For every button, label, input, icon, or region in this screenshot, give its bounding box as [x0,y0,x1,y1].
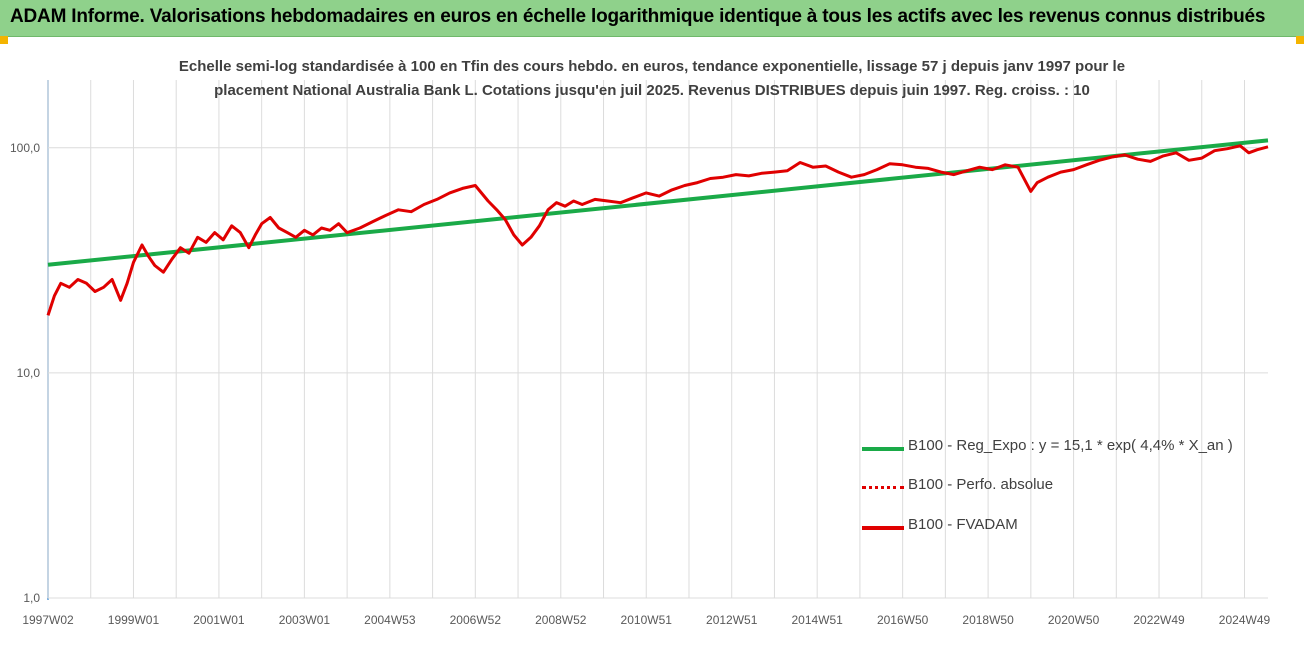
x-tick-label: 1999W01 [108,613,160,627]
x-tick-labels: 1997W02 1999W01 2001W01 2003W01 2004W53 2006W… [22,613,1270,627]
series-layer [46,138,1269,316]
x-tick-label: 2016W50 [877,613,929,627]
y-tick-label: 10,0 [17,366,41,380]
legend-swatch-perfo [862,486,904,489]
series-line-fvadam [46,144,1269,316]
legend-item-fvadam: B100 - FVADAM [862,516,1282,538]
chart-title-line1: Echelle semi-log standardisée à 100 en T… [178,58,1126,75]
x-tick-label: 2014W51 [791,613,843,627]
corner-marker-left [0,36,8,44]
legend-swatch-regression [862,447,904,451]
x-tick-label: 2001W01 [193,613,245,627]
legend-label-regression: B100 - Reg_Expo : y = 15,1 * exp( 4,4% *… [908,437,1233,454]
y-tick-label: 100,0 [10,141,40,155]
x-tick-label: 2018W50 [962,613,1014,627]
series-line-regression [47,138,1269,267]
legend-item-perfo: B100 - Perfo. absolue [862,476,1282,498]
x-tick-label: 2004W53 [364,613,416,627]
x-tick-label: 2006W52 [450,613,502,627]
corner-marker-right [1296,36,1304,44]
legend-label-fvadam: B100 - FVADAM [908,516,1018,533]
x-tick-label: 2024W49 [1219,613,1271,627]
x-tick-label: 2012W51 [706,613,758,627]
x-tick-label: 1997W02 [22,613,74,627]
chart-title-line2: placement National Australia Bank L. Cot… [214,82,1090,99]
x-tick-label: 2010W51 [621,613,673,627]
legend-item-regression: B100 - Reg_Expo : y = 15,1 * exp( 4,4% *… [862,437,1282,459]
title-banner: ADAM Informe. Valorisations hebdomadaire… [0,0,1304,37]
y-tick-labels: 1,0 10,0 100,0 [10,141,40,605]
y-tick-label: 1,0 [23,591,40,605]
page-title: ADAM Informe. Valorisations hebdomadaire… [10,6,1266,27]
x-tick-label: 2020W50 [1048,613,1100,627]
x-tick-label: 2022W49 [1133,613,1185,627]
x-tick-label: 2008W52 [535,613,587,627]
legend-label-perfo: B100 - Perfo. absolue [908,476,1054,493]
legend-swatch-fvadam [862,526,904,530]
grid-layer [47,80,1268,599]
x-tick-label: 2003W01 [279,613,331,627]
